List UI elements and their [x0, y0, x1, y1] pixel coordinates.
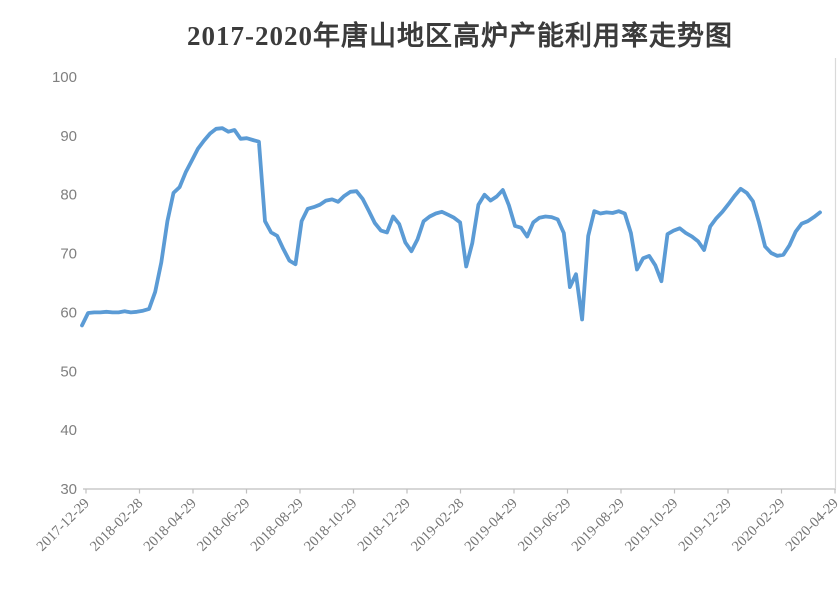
y-axis-label: 80 [60, 187, 77, 204]
x-axis-label: 2019-02-28 [408, 496, 467, 555]
y-axis-label: 90 [60, 128, 77, 145]
y-axis-label: 40 [60, 422, 77, 439]
utilization-line-series [80, 126, 822, 328]
x-axis-label: 2018-02-28 [87, 496, 146, 555]
y-axis-label: 60 [60, 304, 77, 321]
y-axis-label: 30 [60, 481, 77, 498]
x-axis-label: 2017-12-29 [34, 496, 93, 555]
x-axis-label: 2020-02-29 [729, 496, 788, 555]
x-axis-label: 2020-04-29 [783, 496, 839, 555]
x-axis-label: 2018-08-29 [248, 496, 307, 555]
x-axis-label: 2019-08-29 [569, 496, 628, 555]
chart-title: 2017-2020年唐山地区高炉产能利用率走势图 [187, 21, 733, 51]
x-axis-label: 2019-12-29 [676, 496, 735, 555]
x-axis-label: 2018-12-29 [355, 496, 414, 555]
x-axis-label: 2019-10-29 [622, 496, 681, 555]
x-axis-label: 2019-04-29 [462, 496, 521, 555]
x-axis-label: 2018-04-29 [141, 496, 200, 555]
x-axis-label: 2019-06-29 [515, 496, 574, 555]
y-axis-label: 100 [52, 69, 77, 86]
y-axis-label: 70 [60, 246, 77, 263]
x-axis-label: 2018-10-29 [301, 496, 360, 555]
x-axis-label: 2018-06-29 [194, 496, 253, 555]
y-axis-label: 50 [60, 363, 77, 380]
